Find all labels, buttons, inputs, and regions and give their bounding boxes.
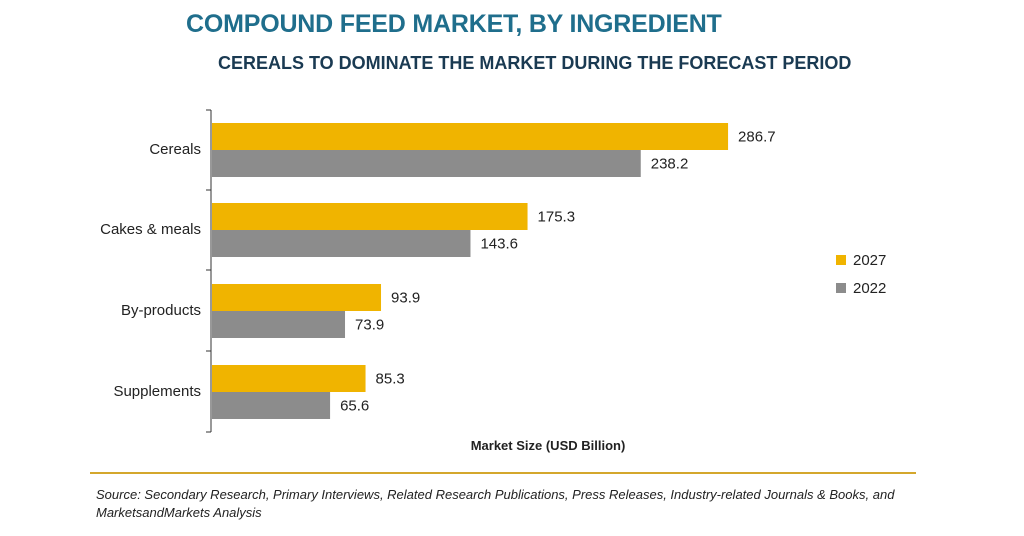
source-note: Source: Secondary Research, Primary Inte… bbox=[96, 487, 895, 520]
data-label-cakes-meals-2022: 143.6 bbox=[480, 236, 518, 253]
legend-item-2027: 2027 bbox=[836, 246, 886, 274]
category-label-supplements: Supplements bbox=[113, 383, 201, 400]
legend-item-2022: 2022 bbox=[836, 274, 886, 302]
data-label-by-products-2022: 73.9 bbox=[355, 317, 384, 334]
bar-supplements-2027 bbox=[212, 365, 366, 392]
data-label-supplements-2022: 65.6 bbox=[340, 398, 369, 415]
category-label-cereals: Cereals bbox=[149, 141, 201, 158]
category-label-by-products: By-products bbox=[121, 302, 201, 319]
bar-supplements-2022 bbox=[212, 392, 331, 419]
data-label-by-products-2027: 93.9 bbox=[391, 290, 420, 307]
data-label-cereals-2022: 238.2 bbox=[651, 156, 689, 173]
bar-cereals-2022 bbox=[212, 150, 641, 177]
bar-cakes-meals-2027 bbox=[212, 203, 528, 230]
bar-by-products-2022 bbox=[212, 311, 346, 338]
bar-cakes-meals-2022 bbox=[212, 230, 471, 257]
bar-chart: Cereals 286.7 238.2 Cakes & meals 175.3 143.6… bbox=[100, 109, 776, 453]
legend-label-2022: 2022 bbox=[853, 279, 887, 297]
legend-label-2027: 2027 bbox=[853, 251, 887, 269]
chart-subtitle: CEREALS TO DOMINATE THE MARKET DURING TH… bbox=[218, 53, 852, 73]
legend-swatch-2027 bbox=[836, 255, 846, 265]
data-label-cakes-meals-2027: 175.3 bbox=[538, 209, 576, 226]
bar-by-products-2027 bbox=[212, 284, 382, 311]
chart-title: COMPOUND FEED MARKET, BY INGREDIENT bbox=[186, 10, 722, 38]
legend: 2027 2022 bbox=[836, 246, 886, 302]
legend-swatch-2022 bbox=[836, 283, 846, 293]
data-label-cereals-2027: 286.7 bbox=[738, 129, 776, 146]
category-label-cakes-meals: Cakes & meals bbox=[100, 221, 201, 238]
bar-cereals-2027 bbox=[212, 123, 729, 150]
x-axis-title: Market Size (USD Billion) bbox=[471, 438, 626, 453]
data-label-supplements-2027: 85.3 bbox=[376, 371, 405, 388]
footer-divider bbox=[90, 472, 916, 474]
